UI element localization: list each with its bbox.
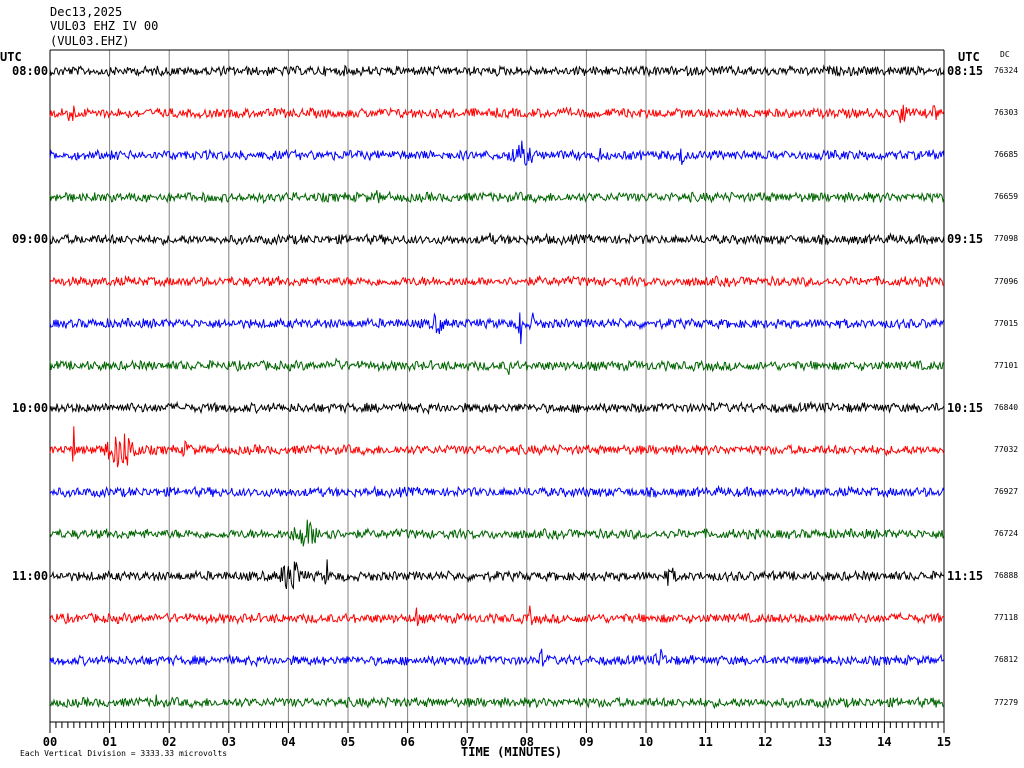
x-tick-label: 14 — [877, 735, 891, 749]
trace-row-11 — [49, 519, 945, 547]
dc-value: 77032 — [994, 444, 1019, 454]
left-hour-label: 09:00 — [12, 232, 49, 247]
x-tick-label: 06 — [400, 735, 414, 749]
dc-value: 77015 — [994, 318, 1019, 328]
x-axis: 00 01 02 03 04 05 06 07 08 09 10 11 12 13 14 15 — [43, 721, 951, 749]
dc-value: 77096 — [994, 276, 1019, 286]
dc-value: 76685 — [994, 150, 1019, 160]
dc-value: 76724 — [994, 529, 1019, 539]
header-date: Dec13,2025 — [50, 5, 123, 19]
trace-row-1 — [49, 104, 945, 124]
trace-group — [49, 64, 945, 710]
dc-value: 76840 — [994, 402, 1019, 412]
left-timezone-label: UTC — [0, 50, 22, 64]
trace-row-6 — [49, 312, 945, 345]
x-axis-label: TIME (MINUTES) — [461, 745, 563, 759]
dc-header: DC — [1000, 50, 1010, 59]
right-hour-label: 10:15 — [947, 400, 984, 415]
trace-row-3 — [49, 190, 945, 205]
dc-value: 76888 — [994, 571, 1019, 581]
dc-value: 77118 — [994, 613, 1019, 623]
left-hour-label: 10:00 — [12, 400, 49, 415]
right-timezone-label: UTC — [958, 50, 980, 64]
left-hour-label: 08:00 — [12, 64, 49, 78]
minute-grid — [49, 49, 945, 722]
header-channel: (VUL03.EHZ) — [50, 34, 130, 48]
trace-row-0 — [49, 64, 945, 78]
dc-value: 77101 — [994, 360, 1019, 370]
trace-row-15 — [49, 694, 945, 710]
trace-row-13 — [49, 605, 945, 626]
x-tick-label: 00 — [43, 735, 57, 749]
x-tick-label: 04 — [281, 735, 295, 749]
footer-note: Each Vertical Division = 3333.33 microvo… — [20, 749, 228, 758]
dc-value: 77098 — [994, 234, 1019, 244]
x-tick-label: 08 — [520, 735, 534, 749]
header-station: VUL03 EHZ IV 00 — [50, 19, 159, 33]
dc-value: 76324 — [994, 66, 1019, 75]
trace-row-14 — [49, 648, 945, 668]
x-tick-label: 12 — [758, 735, 772, 749]
trace-row-8 — [49, 400, 945, 416]
trace-row-5 — [49, 274, 945, 288]
x-tick-label: 09 — [579, 735, 593, 749]
right-hour-label: 08:15 — [947, 64, 984, 78]
right-hour-label: 09:15 — [947, 232, 984, 247]
trace-row-4 — [49, 232, 945, 247]
dc-value: 77279 — [994, 697, 1019, 707]
trace-row-2 — [49, 140, 945, 166]
x-tick-label: 13 — [818, 735, 832, 749]
dc-value: 76659 — [994, 192, 1019, 202]
right-hour-label: 11:15 — [947, 569, 984, 584]
x-tick-label: 07 — [460, 735, 474, 749]
dc-value: 76303 — [994, 108, 1019, 118]
dc-value: 76812 — [994, 655, 1019, 665]
x-tick-label: 01 — [102, 735, 116, 749]
dc-value: 76927 — [994, 487, 1019, 496]
x-tick-label: 02 — [162, 735, 176, 749]
left-hour-label: 11:00 — [12, 569, 49, 584]
trace-row-12 — [49, 559, 945, 590]
x-tick-label: 10 — [639, 735, 653, 749]
x-tick-label: 05 — [341, 735, 355, 749]
x-tick-label: 11 — [698, 735, 712, 749]
x-tick-label: 15 — [937, 735, 951, 749]
trace-row-7 — [49, 357, 945, 375]
trace-row-10 — [49, 484, 945, 499]
x-tick-label: 03 — [222, 735, 236, 749]
trace-row-9 — [49, 426, 945, 468]
